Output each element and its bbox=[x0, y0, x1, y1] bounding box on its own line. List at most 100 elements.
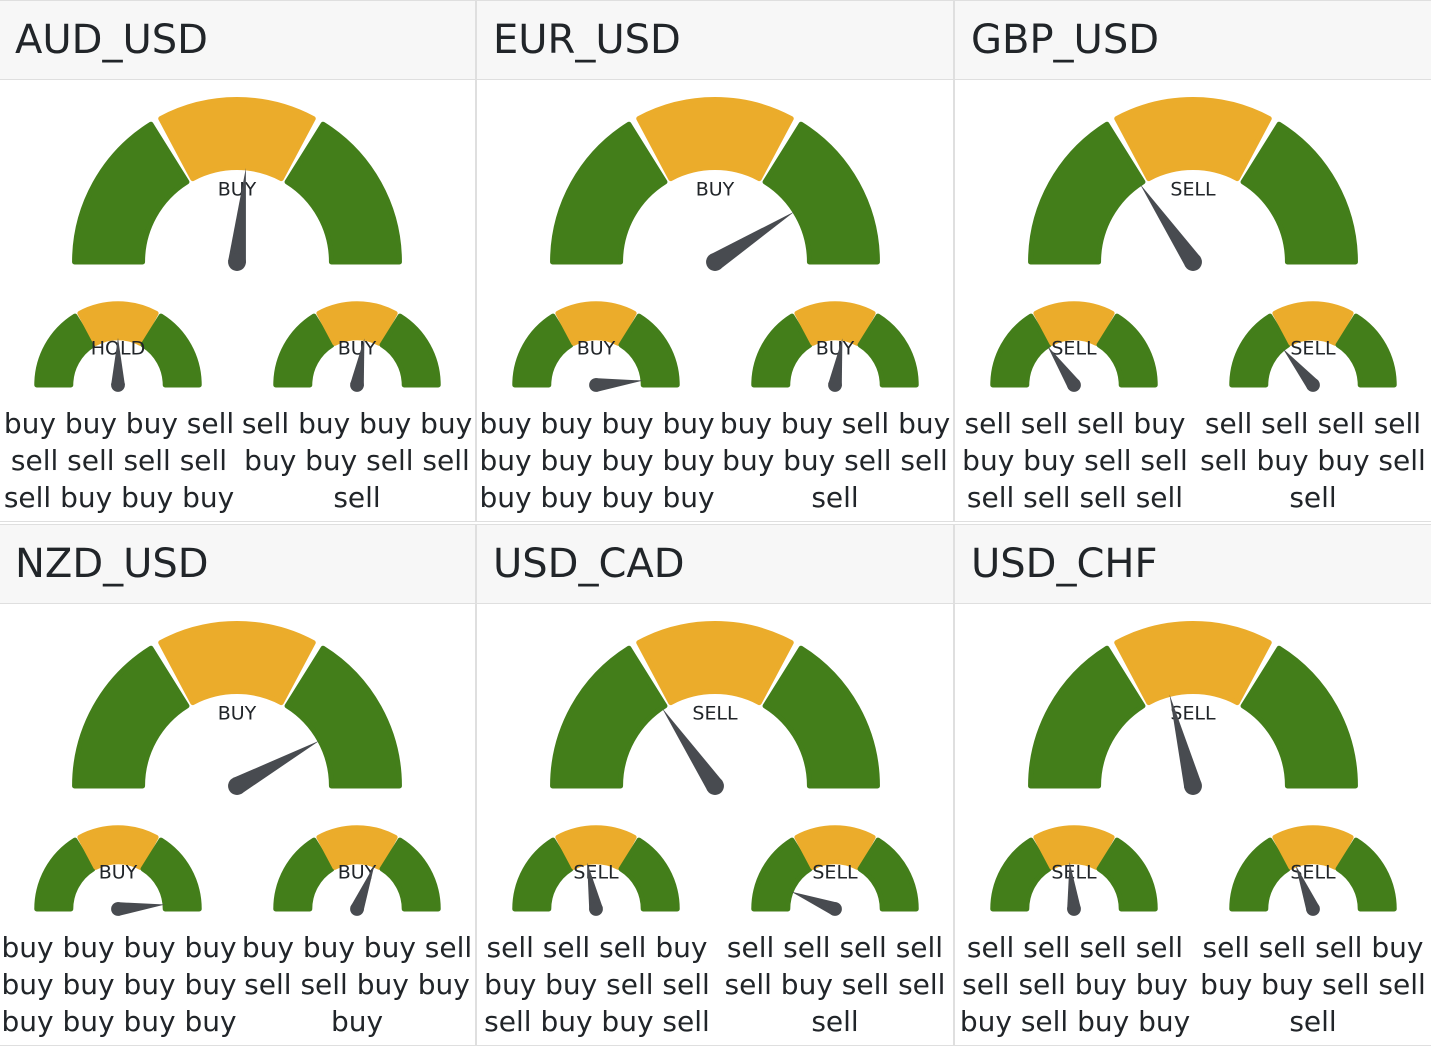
gauge-needle bbox=[791, 891, 838, 916]
gauge-sell-zone bbox=[1028, 645, 1146, 789]
gauge-needle bbox=[661, 707, 723, 792]
gauge-hold-zone bbox=[1114, 621, 1272, 706]
gauge-needle-hub bbox=[111, 902, 125, 916]
gauge-needle-hub bbox=[1067, 902, 1081, 916]
gauge-hold-zone bbox=[636, 97, 794, 182]
gauge: BUY bbox=[72, 621, 402, 795]
gauge-buy-zone bbox=[1335, 837, 1397, 912]
signal-list: sell sell sell buy buy buy sell sell sel… bbox=[962, 407, 1188, 514]
gauge-buy-zone bbox=[284, 645, 402, 789]
gauge-needle bbox=[1067, 861, 1081, 910]
gauge-hold-zone bbox=[555, 825, 637, 870]
gauge-signal-label: SELL bbox=[1170, 179, 1216, 201]
gauge-needle-hub bbox=[228, 253, 246, 271]
gauge-signal-label: SELL bbox=[692, 703, 738, 725]
gauge-signal-label: SELL bbox=[573, 862, 619, 884]
gauge: BUY bbox=[273, 301, 441, 392]
gauge-hold-zone bbox=[794, 825, 876, 870]
gauge-signal-label: BUY bbox=[816, 338, 855, 360]
gauge-needle bbox=[111, 337, 125, 385]
gauge-signal-label: SELL bbox=[1290, 862, 1336, 884]
gauge-signal-label: BUY bbox=[338, 338, 377, 360]
gauge-hold-zone bbox=[1272, 301, 1354, 346]
gauge-hold-zone bbox=[158, 621, 316, 706]
gauge-sell-zone bbox=[512, 313, 574, 388]
gauge-signal-label: SELL bbox=[1051, 338, 1097, 360]
gauge: BUY bbox=[34, 825, 202, 916]
gauge-needle bbox=[710, 211, 795, 270]
gauge-needle-hub bbox=[1306, 902, 1320, 916]
signal-list: sell sell sell sell sell buy sell sell s… bbox=[724, 931, 946, 1038]
gauge-signal-label: SELL bbox=[1051, 862, 1097, 884]
gauge-needle bbox=[228, 167, 246, 263]
gauge-sell-zone bbox=[1229, 837, 1291, 912]
gauge-needle bbox=[1139, 183, 1201, 268]
gauge: BUY bbox=[273, 825, 441, 916]
gauge-needle-hub bbox=[589, 902, 603, 916]
gauge-signal-label: SELL bbox=[1170, 703, 1216, 725]
gauge-needle-hub bbox=[1184, 777, 1202, 795]
gauge: BUY bbox=[72, 97, 402, 271]
gauge-needle bbox=[350, 338, 365, 387]
gauge-signal-label: BUY bbox=[218, 179, 257, 201]
gauge-sell-zone bbox=[550, 645, 668, 789]
gauge-needle-hub bbox=[1306, 378, 1320, 392]
gauge-sell-zone bbox=[1229, 313, 1291, 388]
gauge-needle bbox=[828, 338, 843, 387]
gauge-buy-zone bbox=[284, 121, 402, 265]
gauge: SELL bbox=[1028, 97, 1358, 271]
gauge-buy-zone bbox=[618, 313, 680, 388]
gauge-hold-zone bbox=[555, 301, 637, 346]
gauge-needle-hub bbox=[706, 777, 724, 795]
gauge-hold-zone bbox=[794, 301, 876, 346]
card-title: NZD_USD bbox=[0, 525, 475, 604]
card-title: AUD_USD bbox=[0, 1, 475, 80]
gauge-sell-zone bbox=[72, 121, 190, 265]
gauge-needle bbox=[350, 865, 375, 912]
gauge-needle bbox=[1295, 865, 1320, 912]
gauge-needle bbox=[232, 740, 320, 794]
card-title: USD_CHF bbox=[955, 525, 1431, 604]
gauge-sell-zone bbox=[550, 121, 668, 265]
gauge-buy-zone bbox=[762, 645, 880, 789]
gauge-sell-zone bbox=[34, 837, 96, 912]
gauge-hold-zone bbox=[1033, 301, 1115, 346]
signal-list: buy buy buy buy buy buy buy buy buy buy … bbox=[479, 407, 715, 514]
gauge-buy-zone bbox=[379, 837, 441, 912]
gauge-sell-zone bbox=[751, 837, 813, 912]
currency-card: NZD_USD BUY BUY buy buy buy buy buy buy buy… bbox=[0, 524, 476, 1046]
gauge-hold-zone bbox=[158, 97, 316, 182]
signal-list: sell sell sell buy buy buy sell sell sel… bbox=[1200, 931, 1426, 1038]
gauge-hold-zone bbox=[316, 301, 398, 346]
currency-card: AUD_USD BUY HOLD buy buy buy sell sell sell… bbox=[0, 0, 476, 522]
gauge-needle-hub bbox=[228, 777, 246, 795]
signal-list: buy buy buy buy buy buy buy buy buy buy … bbox=[1, 931, 237, 1038]
gauge-buy-zone bbox=[1096, 313, 1158, 388]
gauge-sell-zone bbox=[273, 313, 335, 388]
gauge-hold-zone bbox=[77, 301, 159, 346]
gauge-buy-zone bbox=[762, 121, 880, 265]
gauge: SELL bbox=[512, 825, 680, 916]
currency-card: USD_CHF SELL SELL sell sell sell sell sell … bbox=[954, 524, 1431, 1046]
gauge-needle bbox=[1047, 345, 1080, 389]
signal-list: sell buy buy buy buy buy sell sell sell bbox=[241, 407, 473, 514]
signal-list: sell sell sell sell sell sell buy buy bu… bbox=[959, 931, 1191, 1038]
gauge-needle bbox=[117, 902, 166, 916]
gauge-buy-zone bbox=[857, 837, 919, 912]
gauge-hold-zone bbox=[1114, 97, 1272, 182]
gauge-buy-zone bbox=[140, 313, 202, 388]
currency-card: GBP_USD SELL SELL sell sell sell buy buy bu… bbox=[954, 0, 1431, 522]
gauge-signal-label: BUY bbox=[696, 179, 735, 201]
gauge: SELL bbox=[751, 825, 919, 916]
gauge-buy-zone bbox=[1096, 837, 1158, 912]
card-title: EUR_USD bbox=[477, 1, 953, 80]
gauge-buy-zone bbox=[1335, 313, 1397, 388]
gauge-signal-label: BUY bbox=[218, 703, 257, 725]
signal-list: buy buy buy sell sell sell buy buy buy bbox=[241, 931, 473, 1038]
gauge: SELL bbox=[1229, 825, 1397, 916]
gauge-sell-zone bbox=[512, 837, 574, 912]
currency-card: USD_CAD SELL SELL sell sell sell buy buy bu… bbox=[476, 524, 954, 1046]
gauge: HOLD bbox=[34, 301, 202, 392]
gauge-sell-zone bbox=[751, 313, 813, 388]
gauge-needle-hub bbox=[111, 378, 125, 392]
